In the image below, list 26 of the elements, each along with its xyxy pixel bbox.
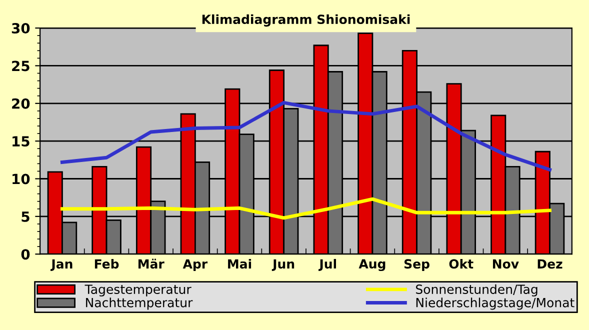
line-series	[60, 100, 552, 172]
x-tick-label: Sep	[404, 259, 430, 272]
legend-label: Sonnenstunden/Tag	[416, 284, 538, 296]
x-tick-label: Nov	[492, 259, 519, 269]
x-tick-label: Feb	[94, 258, 119, 269]
x-tick-label: Mai	[228, 258, 252, 269]
x-tick-label: Jan	[50, 259, 72, 271]
legend-label: Niederschlagstage/Monat	[416, 298, 574, 310]
y-tick-label: 25	[12, 60, 30, 72]
y-tick-label: 15	[12, 136, 30, 147]
line-series	[60, 197, 552, 220]
x-tick-label: Aug	[358, 259, 386, 272]
y-tick-label: 30	[12, 23, 30, 34]
legend-label: Nachttemperatur	[86, 298, 193, 310]
y-tick-label: 20	[12, 98, 30, 109]
x-tick-label: Jul	[318, 258, 336, 271]
y-tick-label: 0	[21, 249, 30, 260]
x-tick-label: Okt	[449, 258, 474, 269]
y-tick-label: 5	[22, 212, 30, 222]
x-tick-label: Dez	[538, 259, 562, 269]
x-tick-label: Jun	[272, 259, 294, 271]
legend-label: Tagestemperatur	[84, 284, 192, 296]
y-tick-label: 10	[12, 174, 30, 184]
chart-title: Klimadiagramm Shionomisaki	[202, 14, 410, 27]
x-tick-label: Apr	[182, 259, 208, 272]
x-tick-label: Mär	[138, 258, 164, 269]
